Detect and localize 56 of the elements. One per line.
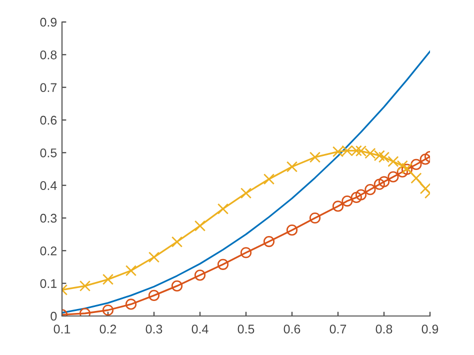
point [263, 174, 275, 185]
x-tick-label: 0.8 [376, 324, 392, 334]
y-tick-label: 0.2 [40, 246, 57, 256]
point [240, 188, 252, 199]
y-tick-label: 0.7 [40, 83, 57, 92]
x-tick-label: 0.2 [100, 324, 116, 334]
point [240, 247, 252, 258]
point [217, 203, 229, 214]
y-tick-label: 0.1 [40, 279, 57, 288]
point [125, 265, 137, 276]
x-tick-label: 0.5 [238, 324, 254, 334]
point [217, 258, 229, 270]
y-tick-label: 0.3 [40, 214, 57, 223]
point [102, 274, 114, 285]
x-tick-label: 0.9 [422, 324, 438, 334]
point [410, 158, 422, 170]
point [332, 200, 344, 212]
point [79, 280, 91, 292]
point [378, 152, 390, 163]
y-tick-label: 0.5 [40, 148, 57, 158]
point [309, 212, 321, 224]
point [194, 220, 206, 232]
point [286, 224, 298, 236]
line-series [62, 50, 430, 314]
y-tick-label: 0.4 [40, 181, 57, 190]
x-tick-label: 0.6 [284, 324, 300, 334]
point [194, 270, 206, 281]
point [171, 236, 183, 248]
point [364, 184, 376, 196]
point [148, 290, 160, 301]
y-tick-label: 0.8 [40, 50, 57, 60]
point [388, 171, 399, 182]
x-tick-label: 0.3 [146, 324, 162, 334]
point [355, 189, 367, 200]
y-tick-label: 0.9 [40, 18, 57, 27]
x-tick-label: 0.1 [54, 324, 70, 334]
point [263, 236, 275, 248]
point [350, 192, 362, 203]
point [148, 252, 160, 263]
point [125, 298, 137, 310]
point [374, 178, 385, 190]
point [378, 176, 390, 188]
point [396, 166, 408, 178]
point [309, 152, 321, 163]
x-tick-label: 0.7 [330, 324, 346, 334]
point [420, 154, 430, 165]
y-tick-label: 0.6 [40, 116, 57, 125]
point [388, 156, 399, 168]
x-tick-label: 0.4 [192, 324, 208, 334]
point [410, 172, 422, 184]
point [342, 195, 353, 207]
y-tick-label: 0 [50, 312, 57, 321]
point [171, 280, 183, 292]
point [286, 161, 298, 172]
point [396, 160, 408, 172]
point [102, 304, 114, 316]
